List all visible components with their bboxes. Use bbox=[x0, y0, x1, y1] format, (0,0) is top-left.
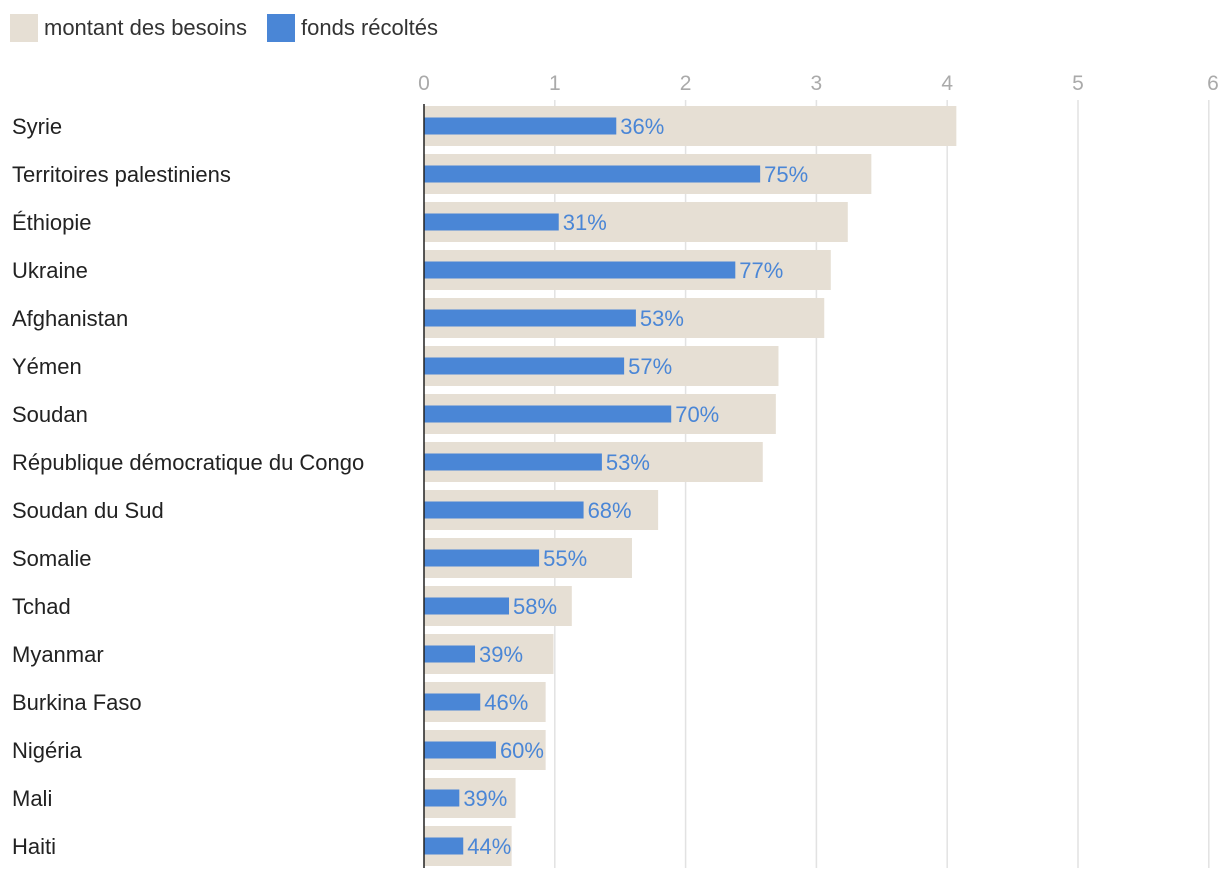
funds-bar bbox=[424, 453, 602, 471]
legend-label-needs: montant des besoins bbox=[44, 15, 248, 40]
x-tick-label-6: 6 bbox=[1207, 72, 1219, 95]
category-label: Tchad bbox=[12, 594, 71, 619]
funds-percent-label: 46% bbox=[484, 690, 528, 715]
funds-percent-label: 55% bbox=[543, 546, 587, 571]
funds-percent-label: 53% bbox=[606, 450, 650, 475]
bars: 36% 75% 31% 77% 53% 57%70% 53% 68%55% 58% 39% 46% 6… bbox=[424, 106, 957, 866]
funds-percent-label: 39% bbox=[479, 642, 523, 667]
category-label: Syrie bbox=[12, 114, 62, 139]
funds-percent-label: 31% bbox=[563, 210, 607, 235]
category-label: Nigéria bbox=[12, 738, 82, 763]
funds-bar bbox=[424, 309, 636, 327]
category-labels: Syrie Territoires palestiniens Éthiopie Ukr… bbox=[12, 114, 364, 859]
funds-bar bbox=[424, 261, 736, 279]
category-label: Mali bbox=[12, 786, 52, 811]
category-label: Yémen bbox=[12, 354, 82, 379]
funds-percent-label: 53% bbox=[640, 306, 684, 331]
x-tick-label-0: 0 bbox=[418, 72, 430, 95]
funds-bar bbox=[424, 357, 625, 375]
x-axis-ticks: 0 1 2 3 4 5 6 bbox=[418, 72, 1219, 95]
funds-percent-label: 75% bbox=[764, 162, 808, 187]
category-label: République démocratique du Congo bbox=[12, 450, 364, 475]
legend-label-funds: fonds récoltés bbox=[301, 15, 438, 40]
category-label: Ukraine bbox=[12, 258, 88, 283]
funds-bar bbox=[424, 213, 559, 231]
legend: montant des besoins fonds récoltés bbox=[10, 12, 438, 44]
legend-swatch-funds bbox=[267, 14, 296, 42]
category-label: Haiti bbox=[12, 834, 56, 859]
category-label: Territoires palestiniens bbox=[12, 162, 231, 187]
funds-percent-label: 39% bbox=[463, 786, 507, 811]
funds-bar bbox=[424, 693, 481, 711]
legend-item-needs: montant des besoins bbox=[10, 14, 247, 42]
funds-bar bbox=[424, 405, 672, 423]
x-tick-label-1: 1 bbox=[549, 72, 561, 95]
funds-percent-label: 58% bbox=[513, 594, 557, 619]
funds-percent-label: 70% bbox=[675, 402, 719, 427]
funds-percent-label: 57% bbox=[628, 354, 672, 379]
funds-bar bbox=[424, 501, 584, 519]
funds-percent-label: 60% bbox=[500, 738, 544, 763]
category-label: Soudan bbox=[12, 402, 88, 427]
funds-percent-label: 68% bbox=[588, 498, 632, 523]
funds-bar bbox=[424, 597, 510, 615]
legend-item-funds: fonds récoltés bbox=[267, 14, 438, 42]
x-tick-label-2: 2 bbox=[680, 72, 692, 95]
category-label: Burkina Faso bbox=[12, 690, 142, 715]
category-label: Soudan du Sud bbox=[12, 498, 164, 523]
funds-percent-label: 77% bbox=[739, 258, 783, 283]
x-tick-label-4: 4 bbox=[941, 72, 953, 95]
legend-swatch-needs bbox=[10, 14, 38, 42]
funds-bar bbox=[424, 117, 617, 135]
funds-bar bbox=[424, 165, 761, 183]
category-label: Somalie bbox=[12, 546, 91, 571]
funds-bar bbox=[424, 837, 464, 855]
funds-bar bbox=[424, 645, 476, 663]
funds-bar bbox=[424, 741, 496, 759]
funds-percent-label: 44% bbox=[467, 834, 511, 859]
funds-bar bbox=[424, 549, 540, 567]
category-label: Éthiopie bbox=[12, 210, 92, 235]
funds-percent-label: 36% bbox=[620, 114, 664, 139]
category-label: Myanmar bbox=[12, 642, 104, 667]
x-tick-label-3: 3 bbox=[811, 72, 823, 95]
category-label: Afghanistan bbox=[12, 306, 128, 331]
x-tick-label-5: 5 bbox=[1072, 72, 1084, 95]
funds-bar bbox=[424, 789, 460, 807]
